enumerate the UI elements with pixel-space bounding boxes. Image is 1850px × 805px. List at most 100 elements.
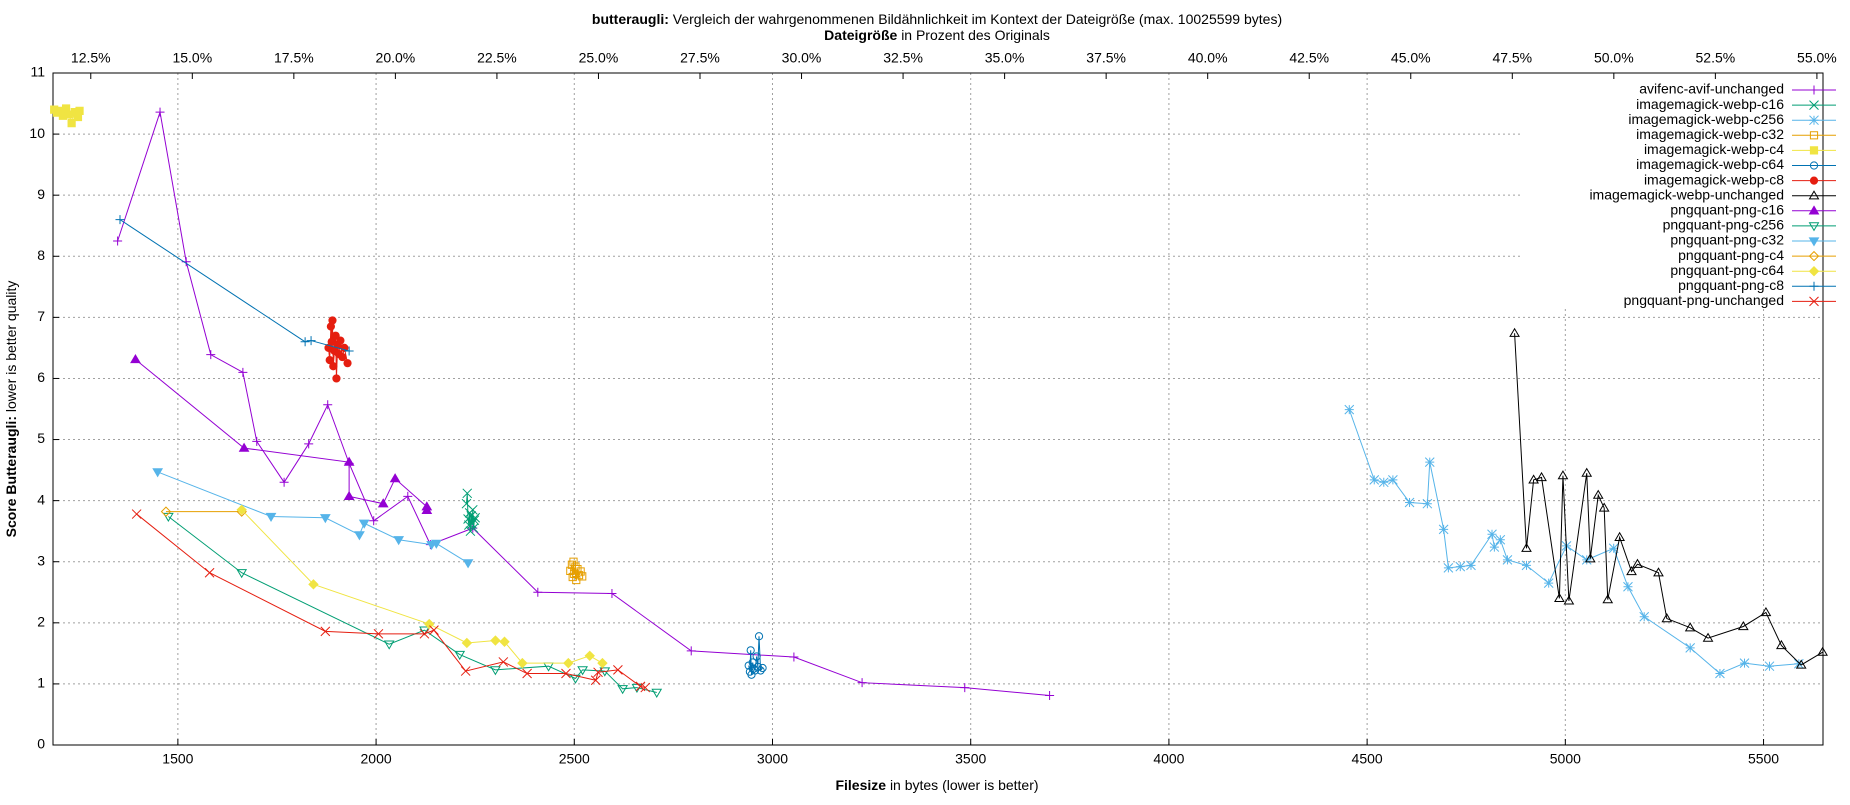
point-marker (1684, 622, 1696, 632)
point-marker (758, 663, 767, 673)
x2-tick-label: 40.0% (1188, 50, 1228, 66)
point-marker (236, 569, 248, 579)
series (1509, 327, 1828, 669)
x2-label-bold: Dateigröße (824, 27, 897, 43)
point-marker (1466, 560, 1476, 571)
x-axis-label: Filesize in bytes (lower is better) (835, 777, 1038, 793)
point-marker (789, 652, 799, 662)
y-tick-label: 8 (37, 247, 45, 263)
point-marker (1764, 661, 1775, 672)
point-marker (613, 665, 623, 675)
point-marker (1808, 250, 1820, 262)
point-marker (423, 618, 435, 630)
legend-label: pngquant-png-c64 (1670, 262, 1784, 278)
legend-label: imagemagick-webp-c8 (1644, 171, 1784, 187)
y-tick-label: 4 (37, 491, 45, 507)
series (1344, 404, 1804, 679)
x-label-text: in bytes (lower is better) (890, 777, 1039, 793)
point-marker (460, 666, 471, 676)
point-marker (1795, 659, 1807, 669)
x-tick-label: 3000 (757, 751, 788, 767)
point-marker (748, 658, 757, 667)
point-marker (517, 657, 528, 669)
point-marker (1608, 543, 1619, 554)
x2-tick-label: 35.0% (985, 50, 1025, 66)
y-tick-label: 5 (37, 430, 45, 446)
point-marker (1487, 529, 1497, 540)
point-marker (574, 571, 584, 580)
point-marker (308, 579, 319, 590)
point-marker (522, 668, 532, 679)
x2-tick-label: 30.0% (782, 50, 822, 66)
series (131, 509, 651, 693)
point-marker (336, 336, 345, 345)
point-marker (377, 498, 389, 508)
y-tick-label: 9 (37, 186, 45, 202)
point-marker (468, 523, 479, 533)
series-line (157, 471, 469, 564)
point-marker (857, 678, 867, 688)
point-marker (498, 657, 509, 667)
point-marker (113, 236, 123, 246)
legend-label: pngquant-png-c16 (1670, 202, 1784, 218)
point-marker (1809, 131, 1819, 140)
point-marker (430, 539, 442, 549)
series (162, 512, 663, 698)
point-marker (597, 657, 608, 669)
x2-tick-label: 27.5% (680, 50, 720, 66)
point-marker (1809, 115, 1819, 126)
point-marker (752, 652, 761, 661)
point-marker (329, 362, 338, 371)
point-marker (576, 567, 585, 576)
point-marker (593, 667, 603, 678)
point-marker (152, 468, 164, 478)
point-marker (206, 350, 216, 360)
x2-label-text: in Prozent des Originals (901, 27, 1050, 43)
point-marker (383, 640, 395, 650)
legend-label: pngquant-png-c32 (1670, 232, 1784, 248)
point-marker (319, 514, 331, 524)
point-marker (467, 504, 478, 515)
point-marker (563, 657, 574, 669)
point-marker (1557, 470, 1569, 480)
point-marker (323, 400, 333, 410)
point-marker (369, 516, 379, 526)
point-marker (1045, 691, 1055, 701)
y-tick-label: 2 (37, 614, 45, 630)
point-marker (1388, 475, 1398, 485)
point-marker (328, 316, 337, 325)
x2-tick-label: 32.5% (883, 50, 923, 66)
point-marker (325, 356, 334, 365)
point-marker (1809, 146, 1819, 155)
x-tick-label: 4500 (1352, 751, 1383, 767)
x2-tick-label: 47.5% (1492, 50, 1532, 66)
point-marker (1639, 611, 1650, 622)
point-marker (686, 646, 696, 656)
x2-tick-label: 17.5% (274, 50, 314, 66)
series-line (1348, 409, 1799, 675)
series (160, 506, 247, 517)
point-marker (1817, 646, 1828, 656)
legend-label: pngquant-png-c8 (1678, 277, 1784, 293)
point-marker (1592, 489, 1604, 499)
point-marker (343, 490, 355, 501)
x2-tick-label: 52.5% (1696, 50, 1736, 66)
point-marker (1809, 161, 1819, 170)
point-marker (1536, 471, 1547, 482)
point-marker (1737, 620, 1749, 631)
point-marker (1808, 190, 1820, 200)
point-marker (960, 683, 970, 693)
point-marker (1739, 658, 1750, 668)
series (566, 557, 587, 585)
point-marker (332, 374, 341, 383)
point-marker (462, 559, 474, 569)
series (324, 316, 352, 383)
series-line (117, 111, 1050, 697)
point-marker (454, 650, 466, 661)
point-marker (67, 118, 76, 128)
point-marker (561, 668, 571, 679)
point-marker (470, 512, 481, 523)
legend-label: imagemagick-webp-c16 (1636, 96, 1784, 112)
